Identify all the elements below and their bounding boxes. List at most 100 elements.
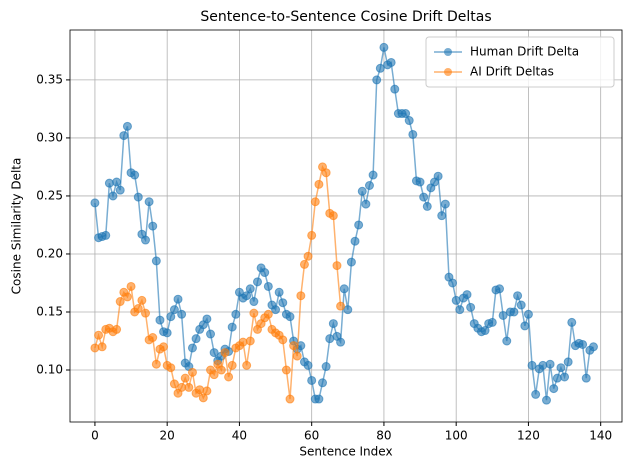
data-point <box>357 186 367 196</box>
data-point <box>292 351 302 361</box>
data-point <box>151 359 161 369</box>
data-point <box>231 309 241 319</box>
x-tick-label: 120 <box>517 429 540 443</box>
data-point <box>271 305 281 315</box>
data-point <box>151 256 161 266</box>
legend-label: AI Drift Deltas <box>470 65 554 79</box>
data-point <box>523 309 533 319</box>
data-point <box>390 84 400 94</box>
data-point <box>303 251 313 261</box>
data-point <box>216 365 226 375</box>
data-point <box>173 294 183 304</box>
legend-marker <box>444 48 452 56</box>
data-point <box>314 394 324 404</box>
data-point <box>94 330 104 340</box>
data-point <box>487 317 497 327</box>
data-point <box>198 393 208 403</box>
data-point <box>303 360 313 370</box>
y-tick-label: 0.35 <box>36 72 63 86</box>
data-point <box>90 198 100 208</box>
data-point <box>209 370 219 380</box>
data-point <box>227 360 237 370</box>
data-point <box>245 336 255 346</box>
data-point <box>346 257 356 267</box>
x-tick-label: 100 <box>445 429 468 443</box>
data-point <box>328 319 338 329</box>
data-point <box>560 372 570 382</box>
data-point <box>588 342 598 352</box>
data-point <box>119 131 129 141</box>
data-point <box>191 334 201 344</box>
data-point <box>177 309 187 319</box>
data-point <box>541 395 551 405</box>
legend: Human Drift Delta AI Drift Deltas <box>425 36 615 88</box>
data-point <box>350 236 360 246</box>
data-point <box>567 317 577 327</box>
data-point <box>206 329 216 339</box>
y-tick-label: 0.30 <box>36 130 63 144</box>
data-point <box>379 42 389 52</box>
data-point <box>249 308 259 318</box>
data-point <box>364 181 374 191</box>
data-point <box>278 298 288 308</box>
data-point <box>202 386 212 396</box>
x-tick-label: 140 <box>589 429 612 443</box>
data-point <box>419 192 429 202</box>
data-point <box>187 343 197 353</box>
data-point <box>148 333 158 343</box>
data-point <box>578 339 588 349</box>
legend-box <box>425 36 615 88</box>
data-point <box>455 305 465 315</box>
data-point <box>281 365 291 375</box>
data-point <box>242 360 252 370</box>
data-point <box>339 284 349 294</box>
data-point <box>278 335 288 345</box>
data-point <box>433 171 443 181</box>
x-tick-label: 20 <box>160 429 175 443</box>
data-point <box>466 302 476 312</box>
y-axis-label: Cosine Similarity Delta <box>10 158 24 295</box>
data-point <box>224 372 234 382</box>
legend-label: Human Drift Delta <box>470 45 579 59</box>
data-point <box>169 305 179 315</box>
data-point <box>368 170 378 180</box>
data-point <box>310 197 320 207</box>
data-point <box>401 109 411 119</box>
data-point <box>332 261 342 271</box>
data-point <box>285 312 295 322</box>
data-point <box>307 230 317 240</box>
data-point <box>122 292 132 302</box>
data-point <box>209 348 219 358</box>
data-point <box>415 177 425 187</box>
data-point <box>513 291 523 301</box>
data-point <box>274 287 284 297</box>
data-point <box>307 375 317 385</box>
data-point <box>133 304 143 314</box>
data-point <box>184 382 194 392</box>
data-point <box>520 321 530 331</box>
data-point <box>101 230 111 240</box>
x-tick-label: 60 <box>304 429 319 443</box>
data-point <box>495 284 505 294</box>
x-tick-label: 40 <box>232 429 247 443</box>
data-point <box>238 337 248 347</box>
data-point <box>169 379 179 389</box>
x-axis-label: Sentence Index <box>299 445 392 459</box>
data-point <box>440 199 450 209</box>
data-point <box>263 281 273 291</box>
data-point <box>328 211 338 221</box>
data-point <box>314 179 324 189</box>
data-point <box>133 192 143 202</box>
data-point <box>108 191 118 201</box>
data-point <box>375 63 385 73</box>
x-tick-label: 80 <box>376 429 391 443</box>
data-point <box>242 291 252 301</box>
data-point <box>321 168 331 178</box>
data-point <box>354 220 364 230</box>
data-point <box>361 199 371 209</box>
y-tick-label: 0.25 <box>36 188 63 202</box>
data-point <box>545 359 555 369</box>
data-point <box>202 314 212 324</box>
y-tick-label: 0.15 <box>36 304 63 318</box>
